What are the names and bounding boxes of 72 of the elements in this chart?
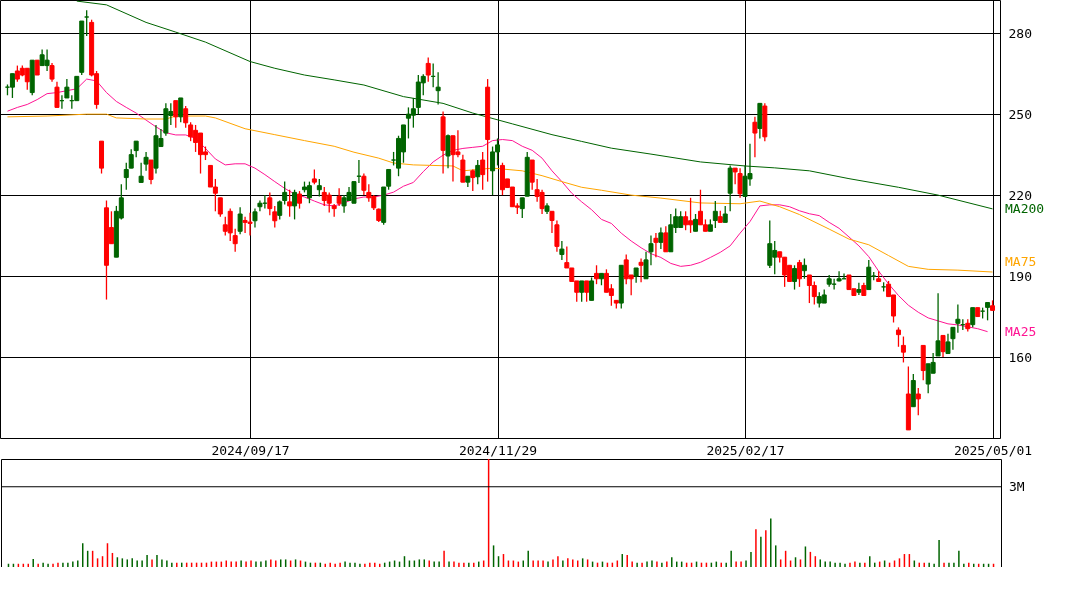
candlestick bbox=[475, 159, 481, 185]
candlestick bbox=[589, 276, 595, 302]
y-tick-label: 280 bbox=[1008, 25, 1032, 41]
candlestick bbox=[183, 105, 189, 129]
candlestick bbox=[712, 200, 718, 229]
candlestick bbox=[435, 71, 441, 106]
candlestick bbox=[767, 219, 773, 269]
candlestick bbox=[287, 189, 293, 218]
candlestick bbox=[559, 240, 565, 261]
x-tick-label: 2025/02/17 bbox=[706, 442, 785, 458]
candlestick bbox=[232, 228, 238, 253]
x-tick-label: 2024/11/29 bbox=[458, 442, 538, 458]
candlestick bbox=[460, 153, 466, 183]
candlestick bbox=[123, 162, 129, 191]
candlestick bbox=[653, 232, 659, 258]
candlestick bbox=[306, 180, 312, 204]
candlestick bbox=[54, 81, 60, 109]
candlestick bbox=[425, 56, 431, 83]
candlestick bbox=[584, 280, 590, 303]
candlestick bbox=[594, 264, 600, 285]
y-tick-label: 160 bbox=[1008, 349, 1032, 365]
candlestick bbox=[272, 205, 278, 229]
series-label: MA25 bbox=[1005, 323, 1037, 339]
candlestick bbox=[940, 334, 946, 358]
candlestick bbox=[915, 387, 921, 416]
candlestick bbox=[801, 257, 807, 280]
candlestick bbox=[895, 326, 901, 348]
line-series bbox=[76, 0, 994, 210]
candlestick bbox=[658, 226, 664, 250]
series-label: MA200 bbox=[1005, 200, 1045, 216]
candlestick bbox=[856, 282, 862, 296]
candlestick bbox=[252, 207, 258, 229]
candlestick bbox=[128, 148, 134, 169]
candlestick bbox=[84, 9, 90, 37]
candlestick bbox=[579, 280, 585, 303]
candlestick bbox=[173, 100, 179, 129]
candlestick bbox=[178, 97, 184, 123]
candlestick bbox=[900, 335, 906, 364]
candlestick bbox=[9, 73, 15, 99]
candlestick bbox=[445, 133, 451, 169]
candlestick bbox=[752, 116, 758, 158]
candlestick bbox=[282, 180, 288, 206]
y-tick-label: 220 bbox=[1008, 187, 1032, 203]
candlestick bbox=[796, 259, 802, 288]
x-tick-label: 2025/05/01 bbox=[953, 442, 1033, 458]
candlestick bbox=[519, 197, 525, 219]
candlestick bbox=[227, 207, 233, 242]
candlestick bbox=[480, 151, 486, 191]
candlestick bbox=[24, 67, 30, 91]
candlestick bbox=[148, 159, 154, 185]
x-tick-label: 2024/09/17 bbox=[211, 442, 290, 458]
candlestick bbox=[866, 259, 872, 291]
series-label: MA75 bbox=[1005, 254, 1037, 270]
candlestick bbox=[188, 121, 194, 142]
y-tick-label: 190 bbox=[1008, 268, 1032, 284]
candlestick bbox=[490, 145, 496, 196]
candlestick bbox=[143, 151, 149, 172]
candlestick bbox=[326, 191, 332, 214]
y-tick-label: 250 bbox=[1008, 106, 1032, 122]
candlestick bbox=[792, 264, 798, 291]
ref-line-label: 3M bbox=[1009, 478, 1025, 494]
candlestick bbox=[292, 189, 298, 221]
candlestick bbox=[237, 206, 243, 235]
candlestick bbox=[638, 257, 644, 283]
candlestick bbox=[217, 197, 223, 218]
candlestick bbox=[970, 307, 976, 328]
candlestick bbox=[410, 97, 416, 129]
candlestick bbox=[683, 210, 689, 231]
candlestick bbox=[49, 62, 55, 83]
candlestick bbox=[470, 168, 476, 192]
candlestick bbox=[267, 191, 273, 217]
candlestick bbox=[663, 225, 669, 253]
